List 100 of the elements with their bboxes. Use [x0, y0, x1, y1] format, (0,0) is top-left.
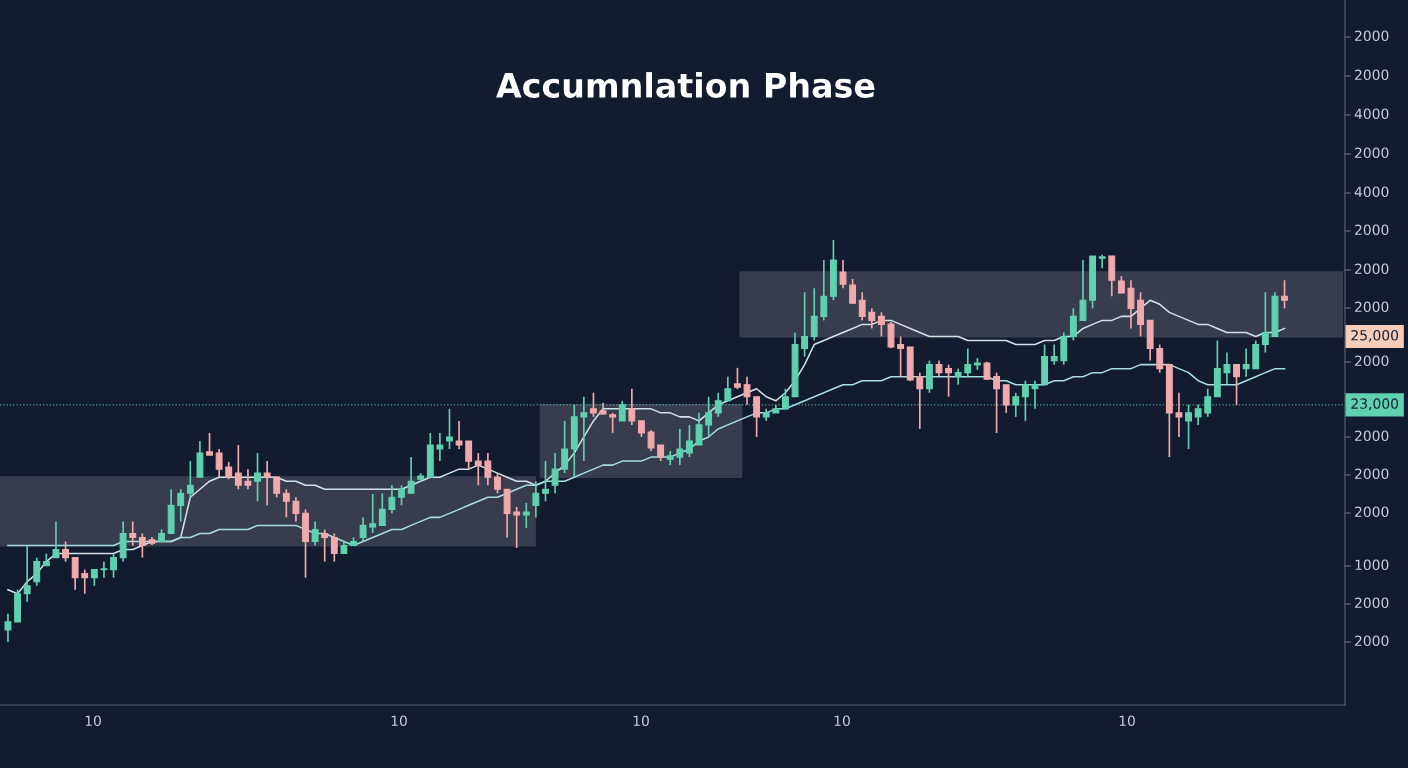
candlestick	[1002, 383, 1010, 414]
candlestick	[1069, 307, 1077, 342]
candlestick	[23, 544, 31, 603]
candlestick	[801, 291, 809, 358]
candlestick	[436, 432, 444, 462]
candlestick	[100, 560, 108, 579]
candlestick	[398, 484, 405, 507]
candlestick	[676, 428, 684, 466]
candlestick	[743, 375, 751, 406]
text: 2000	[1355, 147, 1389, 159]
candlestick	[916, 371, 924, 430]
candlestick	[388, 484, 396, 515]
candlestick	[138, 532, 146, 559]
candlestick	[513, 506, 521, 549]
candlestick	[244, 468, 252, 491]
candlestick	[820, 259, 828, 322]
candlestick	[1098, 254, 1106, 269]
text: 10	[391, 715, 407, 727]
text: 2000	[1355, 355, 1389, 367]
candlestick	[897, 335, 905, 378]
candlestick	[273, 476, 281, 499]
text: 2000	[1355, 30, 1389, 42]
candlestick	[561, 420, 569, 474]
candlestick	[849, 278, 857, 305]
candlestick	[33, 556, 41, 587]
candlestick	[753, 395, 761, 438]
candlestick	[1233, 363, 1240, 406]
candlestick	[628, 387, 636, 426]
text: 2000	[1355, 635, 1389, 647]
candlestick	[378, 492, 386, 527]
candlestick	[52, 520, 60, 559]
candlestick	[945, 363, 953, 398]
candlestick	[4, 613, 12, 643]
candlestick	[359, 516, 367, 543]
text: 2000	[1355, 301, 1389, 313]
candlestick	[292, 496, 300, 523]
candlestick	[1242, 347, 1250, 378]
candlestick	[733, 367, 741, 390]
text: 4000	[1354, 108, 1389, 120]
candlestick	[887, 321, 895, 349]
text: 10	[834, 715, 850, 727]
candlestick	[407, 456, 415, 495]
candlestick	[494, 472, 501, 495]
candlestick	[1261, 291, 1269, 354]
text: 2000	[1355, 506, 1389, 518]
candlestick	[129, 520, 137, 547]
text: 25,000	[1351, 330, 1399, 342]
candlestick	[839, 259, 847, 290]
candlestick	[484, 452, 492, 487]
text: 2000	[1355, 224, 1389, 236]
candlestick	[446, 408, 453, 450]
candlestick	[551, 452, 559, 495]
candlestick	[609, 412, 617, 434]
candlestick	[282, 488, 290, 519]
candlestick	[532, 480, 540, 519]
text: 2000	[1355, 69, 1389, 81]
candlestick	[254, 452, 261, 503]
chart-title: Accumnlation Phase	[496, 72, 875, 98]
candlestick	[1223, 351, 1231, 386]
candlestick	[877, 311, 885, 338]
candlestick	[369, 493, 377, 534]
text: 23,000	[1351, 398, 1399, 411]
candlestick	[263, 460, 271, 507]
candlestick	[647, 429, 655, 452]
candlestick	[993, 371, 1001, 434]
text: 10	[1119, 715, 1135, 727]
candlestick	[206, 432, 213, 456]
candlestick	[724, 375, 732, 402]
candlestick	[321, 528, 329, 563]
candlestick	[215, 448, 223, 479]
text: 10	[85, 715, 101, 727]
candlestick	[62, 540, 69, 563]
candlestick	[81, 568, 89, 595]
candlestick	[110, 552, 117, 579]
candlestick	[868, 307, 876, 330]
candlestick	[455, 420, 463, 450]
candlestick	[686, 424, 693, 458]
candlestick	[474, 452, 482, 487]
candlestick	[311, 520, 319, 547]
text: 2000	[1355, 468, 1389, 480]
text: 2000	[1355, 430, 1389, 442]
candlestick	[1281, 279, 1288, 310]
candlestick	[1175, 391, 1183, 438]
candlestick	[695, 412, 703, 446]
candlestick	[1127, 279, 1135, 330]
candlestick	[465, 440, 473, 470]
text: 1000	[1355, 559, 1389, 571]
candlestick	[71, 556, 79, 591]
candlestick	[590, 391, 597, 418]
candlestick	[542, 460, 549, 503]
text: 2000	[1355, 263, 1389, 275]
candlestick	[810, 287, 818, 342]
text: 10	[633, 715, 649, 727]
candlestick	[964, 347, 972, 378]
candlestick	[177, 488, 185, 523]
candlestick	[330, 532, 338, 563]
candlestick	[522, 502, 530, 529]
candlestick	[858, 291, 866, 322]
candlestick	[1156, 343, 1164, 374]
text: 4000	[1354, 186, 1389, 198]
